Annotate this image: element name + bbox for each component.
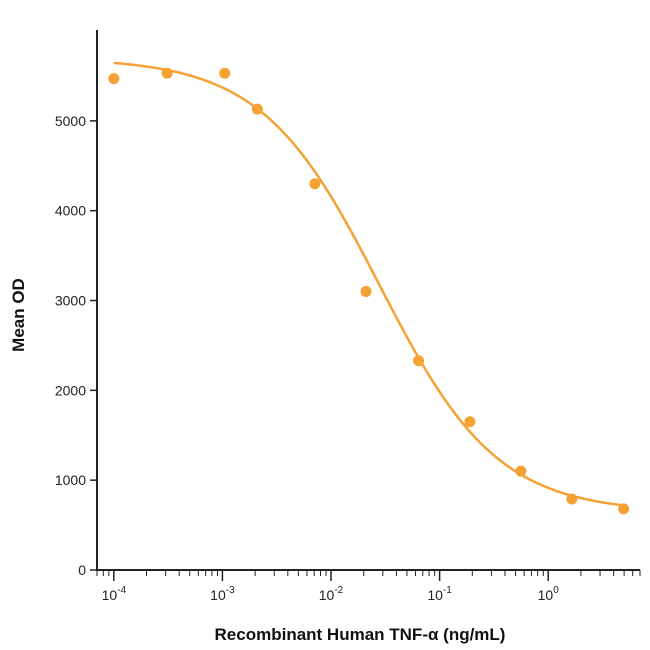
x-major-ticks: 10-4 10-3 10-2 10-1 100 [102,570,560,603]
y-tick-label: 3000 [55,293,86,309]
x-tick-exponent: -3 [226,585,235,596]
x-axis-title: Recombinant Human TNF-α (ng/mL) [215,625,506,644]
x-tick-exponent: -1 [443,585,452,596]
x-tick-exponent: -4 [117,585,126,596]
x-tick-exponent: 0 [553,585,559,596]
x-tick-label: 10-2 [319,585,344,603]
y-tick-label: 2000 [55,382,86,398]
data-point [566,493,578,505]
fit-curve [113,61,625,507]
x-tick-base: 10 [538,587,554,603]
data-point [161,67,173,79]
data-point [309,178,321,190]
x-tick-label: 10-1 [427,585,452,603]
x-tick-label: 100 [538,585,560,603]
data-point [515,465,527,477]
data-point [360,286,372,298]
x-tick-exponent: -2 [334,585,343,596]
data-point [219,67,231,79]
x-tick-base: 10 [319,587,335,603]
x-tick-label: 10-3 [210,585,235,603]
data-point [251,103,263,115]
y-tick-label: 4000 [55,203,86,219]
x-tick-base: 10 [102,587,118,603]
data-point [618,503,630,515]
data-point [464,416,476,428]
y-tick-label: 5000 [55,113,86,129]
x-tick-label: 10-4 [102,585,127,603]
y-tick-label: 1000 [55,472,86,488]
data-point [413,355,425,367]
y-ticks: 0 1000 2000 3000 4000 5000 [55,113,97,578]
y-tick-label: 0 [78,562,86,578]
x-tick-base: 10 [427,587,443,603]
x-tick-base: 10 [210,587,226,603]
y-axis-title: Mean OD [9,278,28,352]
data-point [108,73,120,85]
data-points [108,67,630,515]
